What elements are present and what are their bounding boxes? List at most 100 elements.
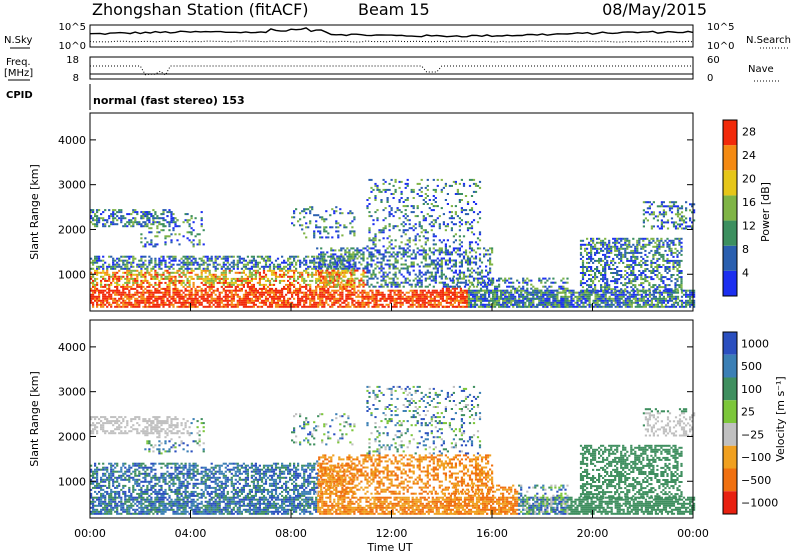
power-cell-568	[258, 301, 261, 304]
power-cell-3478	[150, 215, 153, 218]
power-cell-350	[192, 297, 195, 300]
power-cell-507	[240, 297, 243, 300]
power-cell-1683	[594, 301, 597, 304]
power-cell-3759	[334, 279, 337, 282]
power-cell-4164	[422, 247, 425, 250]
power-cell-1445	[524, 301, 527, 304]
power-cell-4394	[474, 263, 478, 266]
power-cell-1221	[457, 303, 460, 306]
power-cell-4106	[408, 271, 411, 274]
power-cell-4493	[374, 211, 377, 214]
power-cell-1096	[421, 303, 424, 306]
power-cell-1500	[542, 305, 545, 308]
power-cell-2195	[126, 281, 129, 284]
power-cell-939	[371, 295, 374, 298]
power-cell-2908	[274, 279, 278, 282]
power-cell-2644	[218, 263, 221, 266]
power-cell-2286	[142, 265, 145, 268]
power-cell-4810	[462, 235, 466, 238]
power-cell-4345	[462, 255, 466, 258]
power-cell-245	[162, 299, 165, 302]
power-cell-3292	[96, 219, 99, 222]
power-cell-975	[381, 291, 384, 294]
power-cell-268	[168, 291, 171, 294]
power-cell-3044	[305, 255, 308, 258]
power-cell-4090	[404, 259, 407, 262]
power-cell-2555	[200, 257, 203, 260]
power-cell-4880	[447, 287, 450, 290]
power-cell-3709	[322, 255, 325, 258]
power-cell-3469	[148, 227, 151, 230]
power-cell-3954	[374, 273, 377, 276]
power-cell-2424	[172, 271, 175, 274]
power-cell-2731	[236, 263, 239, 266]
power-cell-2250	[136, 283, 139, 286]
power-cell-2863	[264, 287, 268, 290]
power-cell-169	[140, 293, 143, 296]
power-cell-879	[351, 291, 354, 294]
power-cell-2803	[250, 261, 253, 264]
power-cell-707	[301, 305, 304, 308]
power-cell-1108	[423, 297, 426, 300]
power-cell-2847	[260, 277, 264, 280]
freq-left-label-2: [MHz]	[4, 68, 33, 79]
power-cell-3648	[337, 234, 340, 237]
power-cell-3223	[345, 287, 348, 290]
power-cell-80	[114, 299, 117, 302]
power-cell-3792	[340, 255, 343, 258]
power-cell-3331	[114, 217, 117, 220]
power-cell-1679	[592, 291, 595, 294]
power-cell-3896	[362, 269, 365, 272]
power-cell-4634	[412, 207, 415, 210]
power-cell-1489	[538, 297, 541, 300]
power-cell-4684	[424, 197, 427, 199]
power-cell-1201	[451, 305, 454, 308]
power-cell-3287	[94, 215, 97, 218]
power-cell-3680	[318, 285, 321, 288]
power-cell-2987	[293, 275, 296, 278]
power-cell-3419	[160, 217, 163, 220]
power-cell-277	[172, 297, 175, 300]
power-cell-469	[228, 289, 231, 292]
power-cell-348	[192, 301, 195, 304]
power-cell-1017	[397, 301, 400, 304]
power-cell-284	[174, 297, 177, 300]
power-cell-3787	[340, 271, 343, 274]
power-cell-2075	[100, 283, 103, 286]
power-cell-3651	[337, 222, 340, 225]
power-cell-3604	[313, 232, 316, 235]
power-cell-2317	[150, 277, 153, 280]
power-cell-3035	[305, 285, 308, 288]
power-cell-4680	[424, 229, 427, 232]
power-cell-3004	[297, 277, 300, 280]
power-cell-813	[331, 297, 334, 300]
power-cell-1294	[477, 297, 481, 300]
power-cell-4600	[404, 217, 407, 220]
power-cell-1592	[568, 301, 571, 304]
power-cell-3622	[323, 230, 326, 233]
power-cell-1614	[574, 301, 577, 304]
power-cell-1241	[463, 305, 467, 308]
power-cell-4960	[486, 287, 489, 290]
power-cell-1257	[467, 305, 471, 308]
power-cell-4095	[406, 277, 409, 280]
power-cell-1333	[490, 297, 493, 300]
power-cell-3636	[331, 236, 334, 239]
power-cell-2185	[124, 277, 127, 280]
power-cell-1272	[471, 305, 475, 308]
power-cell-2767	[244, 273, 247, 276]
power-cell-4253	[440, 251, 443, 254]
power-cell-2999	[295, 263, 298, 266]
search-noise-trace	[89, 40, 694, 43]
power-cell-1818	[630, 295, 633, 298]
power-cell-1252	[465, 297, 469, 300]
power-cell-731	[309, 305, 312, 308]
power-cell-2098	[104, 261, 107, 264]
power-cell-2431	[174, 285, 177, 288]
power-cell-447	[222, 295, 225, 298]
power-cell-1908	[658, 301, 661, 304]
power-cell-3907	[364, 267, 367, 270]
power-cell-2268	[140, 283, 143, 286]
power-cell-3027	[303, 281, 306, 284]
power-cell-1670	[588, 289, 591, 292]
